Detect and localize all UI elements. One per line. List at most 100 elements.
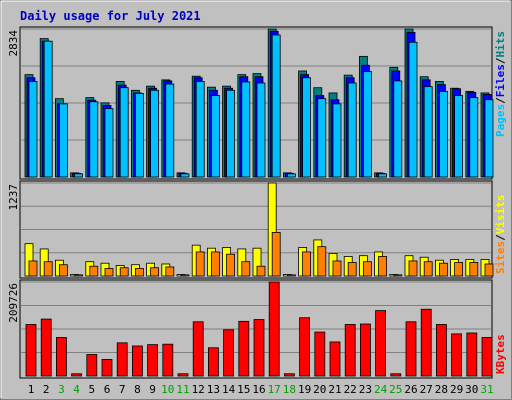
bar-pages-day-4	[74, 173, 83, 178]
x-tick-label-day-21: 21	[328, 383, 341, 396]
x-tick-label-day-14: 14	[222, 383, 236, 396]
bar-kbytes-day-17	[268, 281, 280, 377]
bar-kbytes-day-23	[359, 323, 371, 377]
bar-pages-day-10	[165, 83, 175, 178]
bar-pages-day-9	[150, 89, 160, 178]
bar-kbytes-day-18	[283, 373, 295, 377]
bar-sites-day-7	[119, 267, 129, 277]
bar-sites-day-24	[378, 256, 388, 277]
bar-kbytes-day-9	[147, 344, 159, 377]
x-tick-label-day-30: 30	[465, 383, 478, 396]
bar-kbytes-day-15	[238, 320, 250, 377]
legend-kbytes: KBytes	[494, 334, 507, 374]
x-tick-label-day-10: 10	[161, 383, 174, 396]
bar-kbytes-day-16	[253, 319, 265, 377]
x-tick-label-day-29: 29	[450, 383, 463, 396]
x-tick-label-day-25: 25	[389, 383, 402, 396]
bar-sites-day-10	[165, 266, 175, 277]
bar-kbytes-day-1	[25, 324, 37, 377]
x-tick-label-day-3: 3	[58, 383, 65, 396]
bar-kbytes-day-26	[405, 321, 417, 377]
bar-kbytes-day-19	[299, 317, 311, 377]
bar-kbytes-day-3	[56, 337, 67, 377]
bar-sites-day-20	[317, 246, 327, 277]
bar-pages-day-14	[226, 89, 236, 178]
bar-sites-day-25	[393, 274, 403, 277]
bar-kbytes-day-5	[86, 354, 98, 377]
bar-layer	[24, 28, 494, 377]
x-tick-label-day-7: 7	[119, 383, 126, 396]
bar-kbytes-day-27	[420, 308, 432, 377]
bar-kbytes-day-7	[116, 342, 128, 377]
bar-pages-day-13	[210, 95, 220, 178]
bar-pages-day-18	[286, 173, 296, 178]
chart-title: Daily usage for July 2021	[20, 9, 201, 23]
bar-pages-day-30	[469, 97, 479, 178]
bar-sites-day-18	[286, 274, 296, 277]
bar-kbytes-day-13	[207, 347, 219, 377]
bar-kbytes-day-31	[481, 337, 493, 377]
bar-sites-day-17	[271, 231, 281, 277]
bar-sites-day-8	[134, 268, 144, 277]
bar-pages-day-25	[393, 80, 403, 178]
bar-sites-day-26	[408, 260, 418, 277]
bar-kbytes-day-6	[101, 359, 113, 377]
bar-pages-day-1	[28, 81, 38, 178]
bar-sites-day-12	[195, 251, 205, 277]
bar-kbytes-day-20	[314, 331, 326, 377]
bar-pages-day-29	[454, 95, 464, 178]
bar-pages-day-24	[378, 173, 388, 178]
bar-pages-day-31	[484, 99, 494, 178]
legend-sites: Sites	[494, 241, 507, 274]
bar-sites-day-3	[59, 264, 68, 277]
bar-pages-day-27	[423, 86, 433, 178]
bar-pages-day-2	[43, 40, 53, 178]
bar-kbytes-day-30	[466, 332, 478, 377]
x-tick-label-day-26: 26	[404, 383, 417, 396]
bar-pages-day-3	[59, 103, 68, 178]
bar-sites-day-13	[210, 251, 220, 277]
x-tick-label-day-6: 6	[104, 383, 111, 396]
legend-files: Files	[494, 64, 507, 97]
bar-pages-day-11	[180, 173, 190, 178]
bar-kbytes-day-4	[71, 373, 82, 377]
x-tick-label-day-23: 23	[359, 383, 372, 396]
bar-sites-day-5	[89, 265, 99, 277]
bar-sites-day-30	[469, 262, 479, 277]
bar-kbytes-day-22	[344, 324, 356, 377]
bar-sites-day-16	[256, 265, 266, 277]
bar-pages-day-8	[134, 93, 144, 178]
bar-kbytes-day-24	[375, 310, 387, 377]
x-tick-label-day-8: 8	[134, 383, 141, 396]
bar-sites-day-22	[347, 262, 357, 277]
legend-sep-1: /	[494, 97, 507, 104]
bar-sites-day-21	[332, 260, 342, 277]
x-tick-label-day-4: 4	[73, 383, 80, 396]
bar-pages-day-26	[408, 41, 418, 178]
bar-kbytes-day-28	[435, 324, 447, 377]
x-tick-label-day-11: 11	[176, 383, 189, 396]
bar-kbytes-day-10	[162, 343, 174, 377]
legend-visits: Visits	[494, 195, 507, 235]
x-tick-label-day-28: 28	[435, 383, 448, 396]
legend-visits-sites: Sites/Visits	[494, 195, 507, 275]
x-axis-labels: 1 2 3 4 5 6 7 8 9 10 11 12 13 14 15 16 17 18 19 20 21 22 23 24 2…	[28, 383, 494, 396]
bar-sites-day-15	[241, 261, 251, 277]
x-tick-label-day-5: 5	[88, 383, 95, 396]
x-tick-label-day-27: 27	[420, 383, 433, 396]
legend-pages: Pages	[494, 104, 507, 137]
bar-pages-day-21	[332, 103, 342, 178]
x-tick-label-day-15: 15	[237, 383, 250, 396]
x-tick-label-day-9: 9	[149, 383, 156, 396]
bar-pages-day-20	[317, 98, 327, 178]
bar-sites-day-27	[423, 261, 433, 277]
bar-kbytes-day-14	[223, 329, 235, 377]
bar-pages-day-22	[347, 82, 357, 178]
max-label-visits: 1237	[7, 184, 20, 211]
bar-sites-day-4	[74, 274, 83, 277]
x-tick-label-day-31: 31	[480, 383, 493, 396]
x-tick-label-day-13: 13	[207, 383, 220, 396]
bar-kbytes-day-12	[192, 321, 204, 377]
